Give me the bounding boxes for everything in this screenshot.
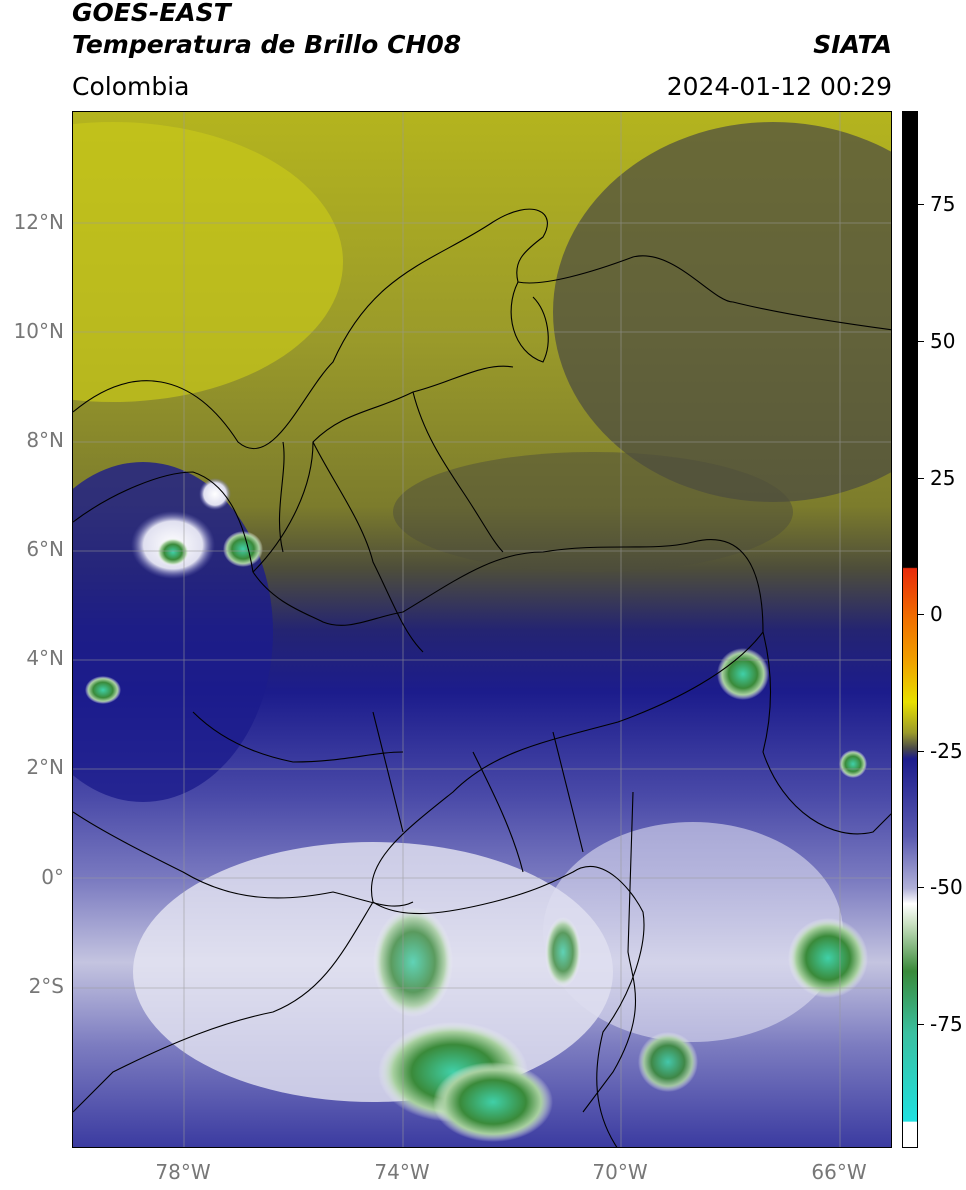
colorbar-tick-50: 50 bbox=[930, 329, 956, 353]
organization-label: SIATA bbox=[813, 30, 892, 59]
colorbar-tick-minus50: -50 bbox=[930, 875, 963, 899]
colorbar bbox=[902, 111, 918, 1148]
colorbar-scale bbox=[903, 112, 917, 1147]
satellite-map bbox=[72, 111, 892, 1148]
lat-label-10n: 10°N bbox=[13, 319, 64, 343]
lon-label-78w: 78°W bbox=[155, 1160, 211, 1184]
colorbar-tick-minus75: -75 bbox=[930, 1012, 963, 1036]
colorbar-tick-minus25: -25 bbox=[930, 739, 963, 763]
datetime-label: 2024-01-12 00:29 bbox=[666, 72, 892, 101]
lon-label-70w: 70°W bbox=[592, 1160, 648, 1184]
lat-label-2n: 2°N bbox=[26, 755, 64, 779]
lat-label-8n: 8°N bbox=[26, 428, 64, 452]
lon-label-66w: 66°W bbox=[811, 1160, 867, 1184]
colorbar-tick-0: 0 bbox=[930, 602, 943, 626]
lat-label-4n: 4°N bbox=[26, 646, 64, 670]
lat-label-6n: 6°N bbox=[26, 537, 64, 561]
colorbar-tick-25: 25 bbox=[930, 466, 956, 490]
lat-label-0: 0° bbox=[41, 865, 64, 889]
satellite-title: GOES-EAST bbox=[72, 0, 231, 27]
lat-label-12n: 12°N bbox=[13, 210, 64, 234]
map-canvas bbox=[73, 112, 891, 1147]
product-title: Temperatura de Brillo CH08 bbox=[72, 30, 462, 59]
colorbar-tick-75: 75 bbox=[930, 192, 956, 216]
lat-label-2s: 2°S bbox=[28, 974, 64, 998]
political-borders bbox=[73, 208, 891, 1147]
region-label: Colombia bbox=[72, 72, 190, 101]
lon-label-74w: 74°W bbox=[374, 1160, 430, 1184]
